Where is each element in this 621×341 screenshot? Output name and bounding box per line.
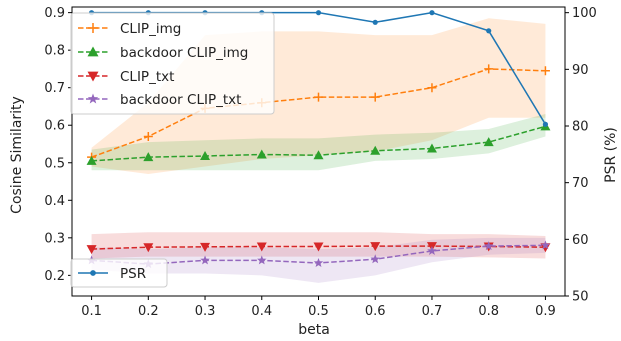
- backdoor-clip-txt-point: [370, 254, 380, 264]
- psr-point: [315, 10, 322, 16]
- x-tick-label: 0.7: [422, 304, 443, 319]
- legend-top-left: CLIP_img backdoor CLIP_img CLIP_txt back…: [70, 12, 275, 115]
- backdoor-clip-img-point: [370, 145, 381, 155]
- right-y-tick-label: 70: [572, 176, 589, 191]
- left-y-tick-label: 0.7: [44, 81, 65, 96]
- legend-label-clip-img: CLIP_img: [120, 21, 181, 37]
- legend-marker-clip-img: [88, 23, 98, 33]
- psr-point: [542, 121, 549, 127]
- legend-label-backdoor-clip-img: backdoor CLIP_img: [120, 45, 248, 61]
- clip-img-point: [427, 83, 437, 93]
- x-tick-label: 0.4: [251, 304, 272, 319]
- legend-marker-backdoor-clip-img: [87, 46, 99, 57]
- clip-img-point: [143, 131, 153, 141]
- clip-img-point: [540, 66, 550, 76]
- left-y-tick-label: 0.8: [44, 44, 65, 59]
- legend-bottom-left: PSR: [70, 258, 168, 288]
- x-axis-label: beta: [298, 322, 330, 338]
- backdoor-clip-txt-point: [313, 257, 324, 268]
- x-tick-label: 0.8: [478, 304, 499, 319]
- x-tick-label: 0.1: [81, 304, 102, 319]
- backdoor-clip-txt-point: [257, 255, 267, 265]
- clip-txt-point: [256, 242, 267, 252]
- series-markers: [86, 10, 551, 269]
- left-y-tick-label: 0.3: [44, 231, 65, 246]
- x-tick-label: 0.5: [308, 304, 329, 319]
- left-y-tick-label: 0.9: [44, 6, 65, 21]
- x-tick-label: 0.6: [365, 304, 386, 319]
- clip-txt-point: [313, 242, 324, 252]
- clip-txt-point: [370, 242, 381, 252]
- legend-marker-backdoor-clip-txt: [87, 93, 99, 104]
- backdoor-clip-img-point: [200, 151, 211, 161]
- legend-top-left-box: [70, 12, 275, 115]
- x-tick-label: 0.3: [195, 304, 216, 319]
- backdoor-clip-img-point: [143, 152, 154, 162]
- backdoor-clip-img-point: [483, 137, 494, 147]
- backdoor-clip-img-point: [256, 149, 267, 159]
- psr-point: [486, 28, 492, 34]
- backdoor-clip-img-point: [86, 155, 97, 165]
- backdoor-clip-img-point: [313, 150, 324, 160]
- right-y-axis-label: PSR (%): [603, 127, 619, 183]
- right-y-axis-ticks: 50 60 70 80 90 100: [565, 6, 597, 305]
- right-y-tick-label: 60: [572, 233, 589, 248]
- backdoor-clip-txt-point: [483, 241, 494, 251]
- right-y-tick-label: 90: [572, 63, 589, 78]
- legend-label-clip-txt: CLIP_txt: [120, 69, 174, 85]
- right-y-tick-label: 50: [572, 290, 589, 305]
- psr-point: [372, 19, 378, 25]
- clip-img-line: [91, 68, 546, 158]
- legend-marker-clip-txt: [87, 71, 99, 82]
- legend-bottom-left-box: [70, 258, 168, 288]
- backdoor-clip-img-point: [426, 143, 437, 153]
- clip-txt-point: [86, 245, 97, 255]
- clip-img-point: [484, 64, 494, 74]
- legend-marker-psr: [90, 270, 96, 276]
- left-y-tick-label: 0.5: [44, 156, 65, 171]
- left-y-axis-ticks: 0.2 0.3 0.4 0.5 0.6 0.7 0.8 0.9: [44, 6, 72, 284]
- legend-label-psr: PSR: [120, 266, 146, 282]
- x-axis-ticks: 0.1 0.2 0.3 0.4 0.5 0.6 0.7 0.8 0.9: [81, 296, 556, 319]
- x-tick-label: 0.2: [138, 304, 159, 319]
- clip-txt-point: [143, 243, 154, 253]
- psr-point: [429, 10, 435, 16]
- left-y-axis-label: Cosine Similarity: [9, 96, 25, 214]
- right-y-tick-label: 100: [572, 6, 597, 21]
- legend-label-backdoor-clip-txt: backdoor CLIP_txt: [120, 92, 241, 108]
- clip-txt-point: [200, 242, 211, 252]
- right-y-tick-label: 80: [572, 120, 589, 135]
- backdoor-clip-txt-point: [200, 255, 210, 265]
- left-y-tick-label: 0.6: [44, 119, 65, 134]
- clip-img-point: [314, 92, 323, 102]
- left-y-tick-label: 0.4: [44, 194, 65, 209]
- backdoor-clip-txt-point: [540, 240, 551, 250]
- backdoor-clip-txt-point: [427, 245, 437, 256]
- x-tick-label: 0.9: [535, 304, 556, 319]
- left-y-tick-label: 0.2: [44, 269, 65, 284]
- clip-img-point: [370, 92, 380, 102]
